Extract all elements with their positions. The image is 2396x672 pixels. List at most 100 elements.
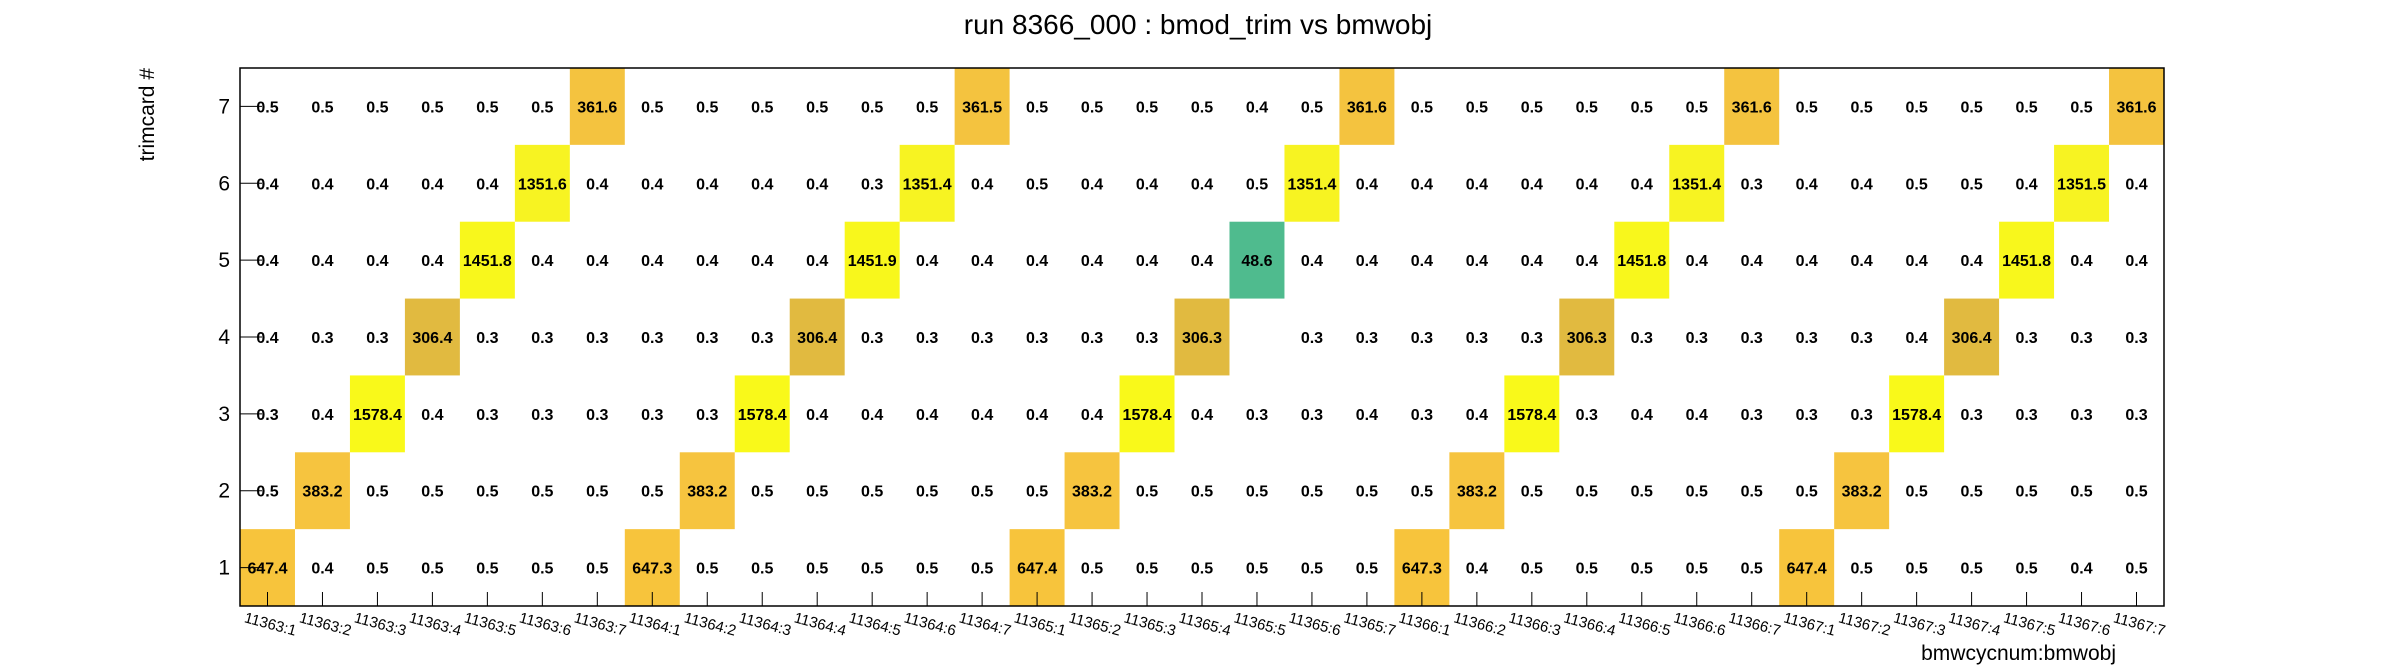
cell-value-label: 0.5 bbox=[1136, 99, 1158, 116]
cell-value-label: 0.4 bbox=[1631, 407, 1653, 424]
cell-value-label: 0.5 bbox=[1356, 484, 1378, 501]
cell-value-label: 0.3 bbox=[1466, 330, 1488, 347]
cell-value-label: 0.4 bbox=[641, 253, 663, 270]
cell-value-label: 0.4 bbox=[2070, 561, 2092, 578]
cell-value-label: 0.5 bbox=[1851, 99, 1873, 116]
cell-value-label: 0.4 bbox=[1521, 253, 1543, 270]
x-tick-label: 11363:5 bbox=[462, 609, 518, 639]
cell-value-label: 0.5 bbox=[421, 99, 443, 116]
cell-value-label: 0.5 bbox=[1301, 561, 1323, 578]
cell-value-label: 0.3 bbox=[1411, 407, 1433, 424]
cell-value-label: 0.3 bbox=[2070, 407, 2092, 424]
cell-value-label: 0.4 bbox=[1576, 176, 1598, 193]
cell-value-label: 0.5 bbox=[696, 99, 718, 116]
cell-value-label: 0.3 bbox=[1741, 176, 1763, 193]
cell-value-label: 0.5 bbox=[2125, 561, 2147, 578]
x-tick-label: 11363:3 bbox=[352, 609, 408, 639]
cell-value-label: 383.2 bbox=[302, 484, 342, 501]
cell-value-label: 0.4 bbox=[1356, 176, 1378, 193]
cell-value-label: 0.5 bbox=[1631, 484, 1653, 501]
cell-value-label: 0.3 bbox=[476, 407, 498, 424]
cell-value-label: 0.4 bbox=[476, 176, 498, 193]
cell-value-label: 0.5 bbox=[916, 561, 938, 578]
cell-value-label: 0.4 bbox=[1081, 407, 1103, 424]
x-tick-label: 11364:4 bbox=[792, 609, 848, 639]
cell-value-label: 0.5 bbox=[476, 99, 498, 116]
x-tick-label: 11364:6 bbox=[902, 609, 958, 639]
cell-value-label: 0.3 bbox=[586, 407, 608, 424]
cell-value-label: 0.3 bbox=[641, 330, 663, 347]
cell-value-label: 0.5 bbox=[1576, 484, 1598, 501]
cell-value-label: 0.4 bbox=[1741, 253, 1763, 270]
cell-value-label: 0.3 bbox=[641, 407, 663, 424]
cell-value-label: 0.5 bbox=[641, 484, 663, 501]
cell-value-label: 0.5 bbox=[531, 99, 553, 116]
y-tick-label: 1 bbox=[218, 557, 230, 580]
cell-value-label: 0.4 bbox=[971, 176, 993, 193]
cell-value-label: 0.4 bbox=[1686, 407, 1708, 424]
cell-value-label: 0.4 bbox=[256, 176, 278, 193]
cell-value-label: 0.3 bbox=[2015, 330, 2037, 347]
heatmap-cell bbox=[294, 452, 350, 530]
cell-value-label: 361.5 bbox=[962, 99, 1002, 116]
cell-value-label: 0.4 bbox=[1301, 253, 1323, 270]
y-tick-label: 6 bbox=[218, 172, 230, 195]
heatmap-cell bbox=[2054, 144, 2110, 222]
cell-value-label: 0.5 bbox=[1960, 176, 1982, 193]
cell-value-label: 0.5 bbox=[1356, 561, 1378, 578]
heatmap-cell-labels: 647.4 0.4 0.5 0.5 0.5 0.5 0.5 647.3 0.5 0.5 0.5 0.5… bbox=[247, 99, 2156, 577]
cell-value-label: 0.4 bbox=[971, 253, 993, 270]
x-tick-label: 11367:3 bbox=[1892, 609, 1948, 639]
cell-value-label: 0.4 bbox=[806, 176, 828, 193]
cell-value-label: 0.3 bbox=[1521, 330, 1543, 347]
cell-value-label: 0.4 bbox=[1136, 253, 1158, 270]
x-axis-ticks: 11363:1 11363:2 11363:3 11363:4 11363:5 11363… bbox=[242, 592, 2167, 640]
x-tick-label: 11363:1 bbox=[242, 609, 298, 639]
cell-value-label: 0.5 bbox=[2015, 99, 2037, 116]
cell-value-label: 0.5 bbox=[861, 99, 883, 116]
heatmap-cell bbox=[2109, 68, 2164, 145]
cell-value-label: 0.4 bbox=[1960, 253, 1982, 270]
y-axis-title: trimcard # bbox=[136, 68, 159, 162]
cell-value-label: 0.3 bbox=[1356, 330, 1378, 347]
cell-value-label: 0.5 bbox=[1081, 561, 1103, 578]
cell-value-label: 0.4 bbox=[641, 176, 663, 193]
cell-value-label: 0.3 bbox=[2070, 330, 2092, 347]
cell-value-label: 0.4 bbox=[1521, 176, 1543, 193]
cell-value-label: 1578.4 bbox=[1892, 407, 1941, 424]
cell-value-label: 1451.9 bbox=[848, 253, 897, 270]
cell-value-label: 0.4 bbox=[1026, 253, 1048, 270]
cell-value-label: 0.5 bbox=[421, 561, 443, 578]
y-axis-ticks: 1 2 3 4 5 6 7 bbox=[218, 95, 262, 580]
cell-value-label: 306.3 bbox=[1182, 330, 1222, 347]
cell-value-label: 0.4 bbox=[1796, 176, 1818, 193]
cell-value-label: 0.3 bbox=[311, 330, 333, 347]
cell-value-label: 383.2 bbox=[687, 484, 727, 501]
cell-value-label: 0.4 bbox=[1466, 176, 1488, 193]
cell-value-label: 0.4 bbox=[311, 561, 333, 578]
heatmap-cell bbox=[789, 298, 845, 376]
cell-value-label: 0.5 bbox=[971, 561, 993, 578]
cell-value-label: 1578.4 bbox=[1123, 407, 1172, 424]
y-tick-label: 2 bbox=[218, 480, 230, 503]
cell-value-label: 0.4 bbox=[971, 407, 993, 424]
cell-value-label: 0.5 bbox=[1246, 484, 1268, 501]
cell-value-label: 0.4 bbox=[1191, 176, 1213, 193]
cell-value-label: 0.3 bbox=[1301, 407, 1323, 424]
cell-value-label: 0.3 bbox=[256, 407, 278, 424]
cell-value-label: 0.5 bbox=[1521, 484, 1543, 501]
x-tick-label: 11365:4 bbox=[1177, 609, 1233, 639]
cell-value-label: 0.5 bbox=[806, 99, 828, 116]
cell-value-label: 0.4 bbox=[696, 176, 718, 193]
cell-value-label: 0.4 bbox=[1466, 561, 1488, 578]
heatmap-cell bbox=[1284, 144, 1340, 222]
cell-value-label: 0.5 bbox=[1906, 561, 1928, 578]
cell-value-label: 0.4 bbox=[1026, 407, 1048, 424]
cell-value-label: 0.5 bbox=[916, 99, 938, 116]
cell-value-label: 0.3 bbox=[366, 330, 388, 347]
cell-value-label: 0.5 bbox=[531, 484, 553, 501]
cell-value-label: 0.5 bbox=[1411, 99, 1433, 116]
cell-value-label: 0.5 bbox=[1466, 99, 1488, 116]
cell-value-label: 0.4 bbox=[1576, 253, 1598, 270]
cell-value-label: 0.5 bbox=[476, 484, 498, 501]
